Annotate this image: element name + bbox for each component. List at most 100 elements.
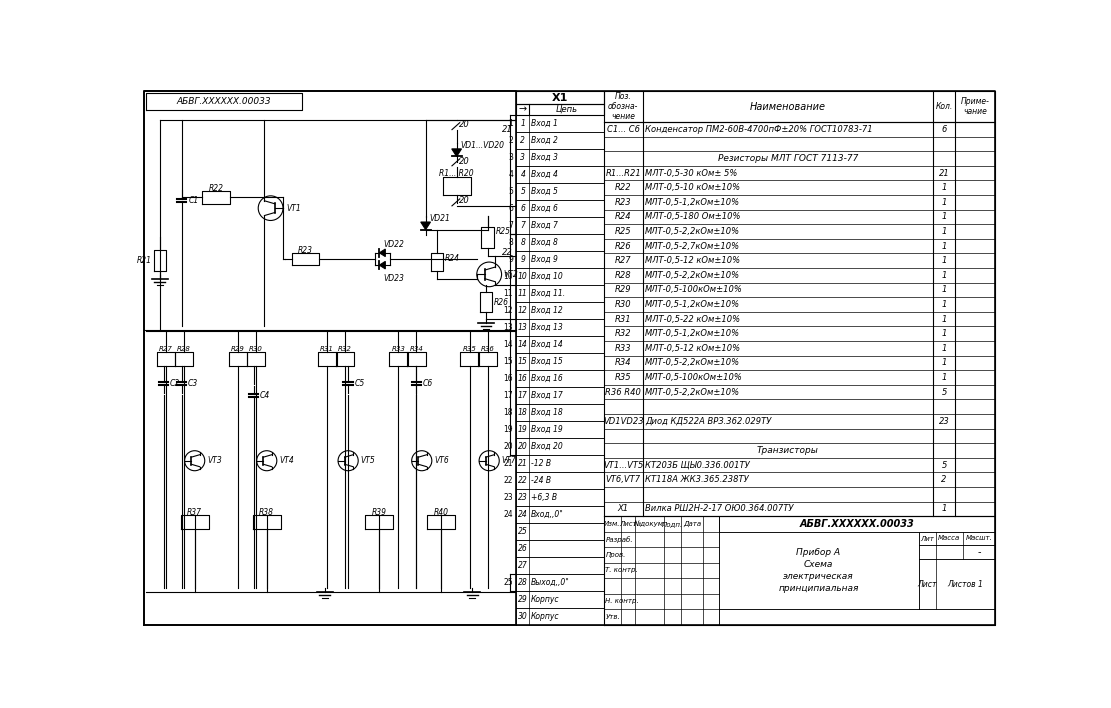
Text: МЛТ-0,5-1,2кОм±10%: МЛТ-0,5-1,2кОм±10% bbox=[645, 300, 740, 309]
Text: R23: R23 bbox=[298, 246, 313, 255]
Text: 5: 5 bbox=[941, 387, 947, 396]
Text: МЛТ-0,5-2,2кОм±10%: МЛТ-0,5-2,2кОм±10% bbox=[645, 227, 740, 236]
Text: 25: 25 bbox=[518, 527, 528, 536]
Text: Вход 16: Вход 16 bbox=[531, 374, 563, 383]
Text: 11: 11 bbox=[518, 289, 528, 298]
Polygon shape bbox=[379, 261, 386, 269]
Text: 1: 1 bbox=[941, 256, 947, 265]
Text: 1: 1 bbox=[941, 344, 947, 353]
Text: Вход,,0": Вход,,0" bbox=[531, 510, 563, 519]
Text: 20: 20 bbox=[503, 442, 513, 451]
Text: МЛТ-0,5-1,2кОм±10%: МЛТ-0,5-1,2кОм±10% bbox=[645, 329, 740, 338]
Text: МЛТ-0,5-2,2кОм±10%: МЛТ-0,5-2,2кОм±10% bbox=[645, 270, 740, 280]
Text: R32: R32 bbox=[614, 329, 631, 338]
Text: 16: 16 bbox=[518, 374, 528, 383]
Text: 23: 23 bbox=[518, 493, 528, 502]
Text: Вход 11.: Вход 11. bbox=[531, 289, 565, 298]
Text: 10: 10 bbox=[518, 272, 528, 281]
Text: VT6,VT7: VT6,VT7 bbox=[605, 475, 641, 484]
Text: 21: 21 bbox=[518, 459, 528, 468]
Text: 7: 7 bbox=[520, 221, 526, 230]
Text: МЛТ-0,5-12 кОм±10%: МЛТ-0,5-12 кОм±10% bbox=[645, 256, 740, 265]
Text: 20: 20 bbox=[459, 157, 470, 166]
Text: Дата: Дата bbox=[683, 521, 701, 527]
Text: VT7: VT7 bbox=[501, 456, 517, 465]
Text: МЛТ-0,5-22 кОм±10%: МЛТ-0,5-22 кОм±10% bbox=[645, 314, 740, 324]
Text: Лит: Лит bbox=[920, 535, 934, 542]
Text: Вилка РШ2Н-2-17 ОЮ0.364.007ТУ: Вилка РШ2Н-2-17 ОЮ0.364.007ТУ bbox=[645, 504, 793, 513]
Text: 19: 19 bbox=[503, 425, 513, 434]
Text: МЛТ-0,5-1,2кОм±10%: МЛТ-0,5-1,2кОм±10% bbox=[645, 198, 740, 207]
Polygon shape bbox=[379, 249, 386, 256]
Text: Вход 10: Вход 10 bbox=[531, 272, 563, 281]
Text: Кол.: Кол. bbox=[935, 102, 953, 111]
Text: R30: R30 bbox=[249, 346, 263, 352]
Text: VT4: VT4 bbox=[279, 456, 294, 465]
Text: 17: 17 bbox=[503, 391, 513, 400]
Text: R30: R30 bbox=[614, 300, 631, 309]
Text: 25: 25 bbox=[503, 578, 513, 587]
Text: 2: 2 bbox=[520, 136, 526, 145]
Text: R28: R28 bbox=[177, 346, 191, 352]
Text: 29: 29 bbox=[518, 595, 528, 604]
Text: 23: 23 bbox=[503, 493, 513, 502]
Text: 5: 5 bbox=[941, 461, 947, 469]
Text: 1: 1 bbox=[941, 198, 947, 207]
Text: VD23: VD23 bbox=[383, 273, 404, 282]
Text: Лист: Лист bbox=[918, 580, 937, 589]
Text: 12: 12 bbox=[503, 306, 513, 315]
Text: R36 R40: R36 R40 bbox=[605, 387, 641, 396]
Text: МЛТ-0,5-100кОм±10%: МЛТ-0,5-100кОм±10% bbox=[645, 285, 743, 295]
Text: 16: 16 bbox=[503, 374, 513, 383]
Text: 15: 15 bbox=[503, 357, 513, 366]
Text: Пров.: Пров. bbox=[605, 552, 625, 558]
Text: +6,3 В: +6,3 В bbox=[531, 493, 557, 502]
Text: Корпус: Корпус bbox=[531, 595, 560, 604]
Text: 21: 21 bbox=[503, 459, 513, 468]
Text: Масса: Масса bbox=[938, 535, 960, 542]
Text: Подп.: Подп. bbox=[662, 521, 683, 527]
Text: R40: R40 bbox=[433, 508, 449, 517]
Text: VD1...VD20: VD1...VD20 bbox=[460, 142, 504, 150]
Text: Вход 19: Вход 19 bbox=[531, 425, 563, 434]
Text: 20: 20 bbox=[518, 442, 528, 451]
Text: 1: 1 bbox=[941, 183, 947, 192]
Text: -: - bbox=[978, 547, 981, 557]
Text: C1: C1 bbox=[189, 196, 199, 205]
Text: Разраб.: Разраб. bbox=[605, 536, 633, 543]
Text: 22: 22 bbox=[502, 249, 513, 257]
Text: МЛТ-0,5-2,2кОм±10%: МЛТ-0,5-2,2кОм±10% bbox=[645, 387, 740, 396]
Text: 5: 5 bbox=[509, 187, 513, 196]
Text: R38: R38 bbox=[259, 508, 274, 517]
Text: Наименование: Наименование bbox=[750, 101, 825, 112]
Text: VD21: VD21 bbox=[430, 215, 450, 224]
Text: 21: 21 bbox=[939, 169, 950, 178]
Text: 8: 8 bbox=[520, 238, 526, 247]
Text: 26: 26 bbox=[518, 544, 528, 553]
Text: C4: C4 bbox=[260, 391, 270, 400]
Text: R22: R22 bbox=[614, 183, 631, 192]
Text: Выход,,0": Выход,,0" bbox=[531, 578, 570, 587]
Text: R33: R33 bbox=[391, 346, 406, 352]
Text: 14: 14 bbox=[518, 340, 528, 349]
Text: 6: 6 bbox=[941, 125, 947, 134]
Text: 1: 1 bbox=[941, 358, 947, 367]
Text: R26: R26 bbox=[493, 297, 509, 307]
Text: Вход 5: Вход 5 bbox=[531, 187, 558, 196]
Text: 18: 18 bbox=[503, 408, 513, 417]
Text: R1...R21: R1...R21 bbox=[605, 169, 641, 178]
Text: 4: 4 bbox=[509, 170, 513, 179]
Text: 24: 24 bbox=[518, 510, 528, 519]
Text: Конденсатор ПМ2-60В-4700пФ±20% ГОСТ10783-71: Конденсатор ПМ2-60В-4700пФ±20% ГОСТ10783… bbox=[645, 125, 872, 134]
Text: 20: 20 bbox=[459, 120, 470, 129]
Text: VT3: VT3 bbox=[207, 456, 222, 465]
Text: R28: R28 bbox=[614, 270, 631, 280]
Text: 11: 11 bbox=[503, 289, 513, 298]
Text: R24: R24 bbox=[446, 254, 460, 263]
Text: 12: 12 bbox=[518, 306, 528, 315]
Text: МЛТ-0,5-2,7кОм±10%: МЛТ-0,5-2,7кОм±10% bbox=[645, 241, 740, 251]
Text: МЛТ-0,5-180 Ом±10%: МЛТ-0,5-180 Ом±10% bbox=[645, 212, 740, 222]
Text: 18: 18 bbox=[518, 408, 528, 417]
Text: 1: 1 bbox=[520, 119, 526, 128]
Text: C2: C2 bbox=[170, 379, 180, 388]
